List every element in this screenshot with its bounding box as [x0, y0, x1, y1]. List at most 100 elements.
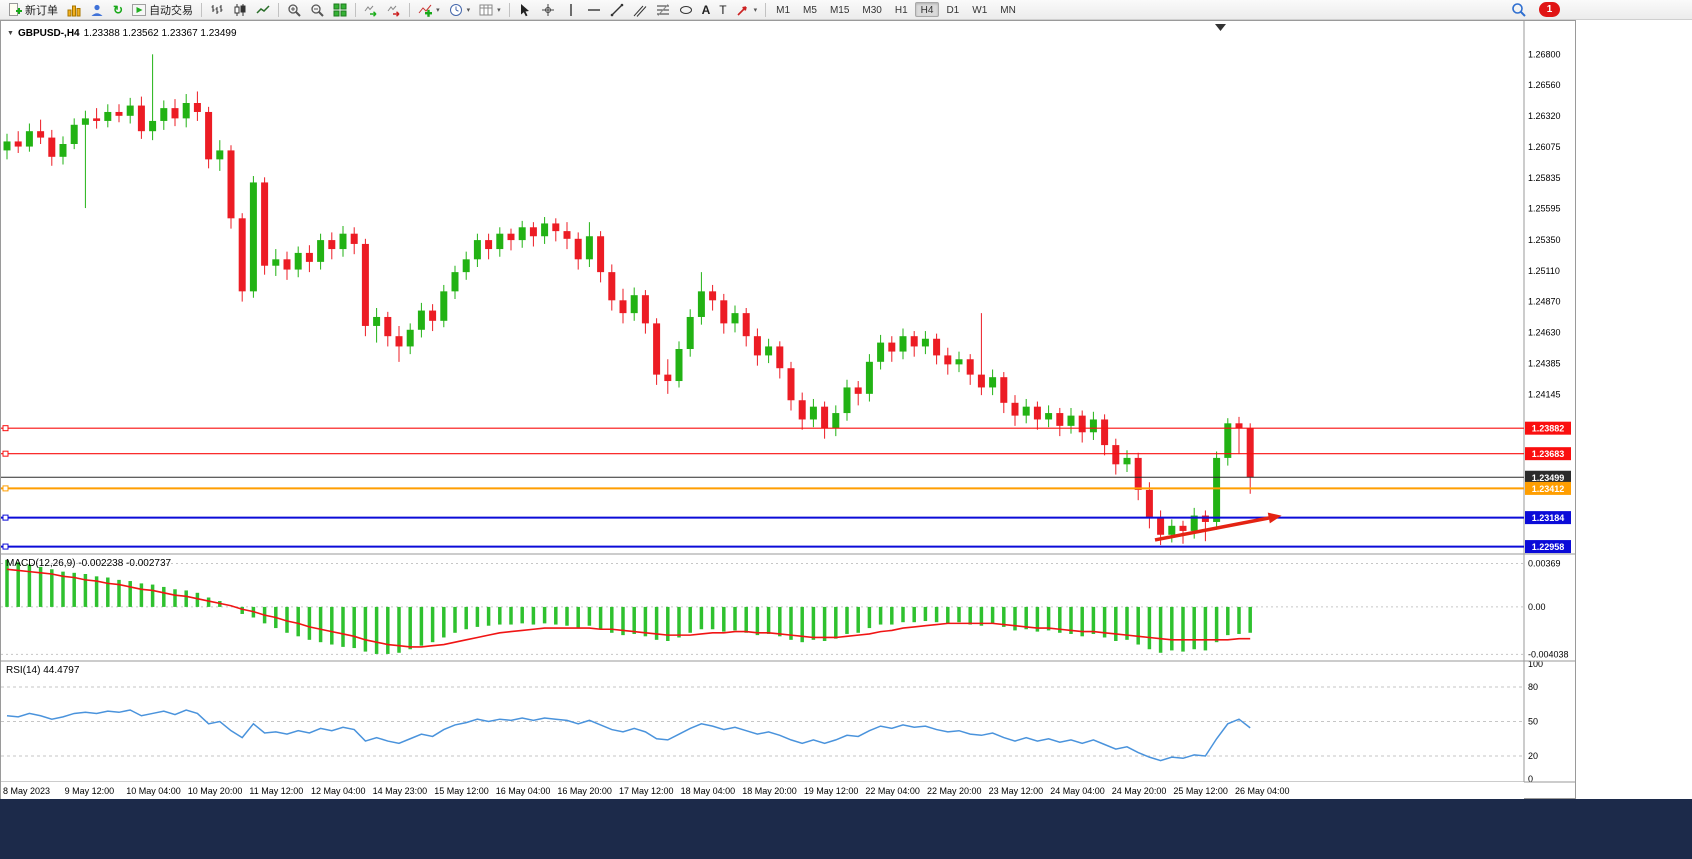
svg-text:0.00: 0.00: [1528, 602, 1546, 612]
zoom-out-button[interactable]: [306, 0, 328, 19]
macd-signal-line: [6, 568, 1251, 648]
fibonacci-tool-button[interactable]: [652, 0, 674, 19]
toolbar-right-group: 1: [1507, 0, 1560, 19]
templates-icon: [479, 3, 493, 17]
charts-window-button[interactable]: [63, 0, 85, 19]
chart-title: ▼ GBPUSD-,H4 1.23388 1.23562 1.23367 1.2…: [7, 28, 237, 39]
macd-layer: 0.00369 0.00 -0.004038: [1, 559, 1569, 659]
autotrading-button[interactable]: 自动交易: [128, 0, 197, 19]
indicators-button[interactable]: ▾: [414, 0, 444, 19]
notifications-badge[interactable]: 1: [1539, 2, 1560, 17]
bar-chart-mode-button[interactable]: [206, 0, 228, 19]
time-axis-label: 10 May 20:00: [187, 786, 243, 796]
symbol-period-label: GBPUSD-,H4: [17, 28, 80, 39]
new-order-button[interactable]: 新订单: [4, 0, 62, 19]
svg-text:0: 0: [1528, 774, 1533, 784]
trendline-icon: [610, 3, 624, 17]
arrow-tool-icon: [736, 3, 750, 17]
profile-button[interactable]: [86, 0, 108, 19]
svg-text:1.25110: 1.25110: [1528, 266, 1560, 276]
refresh-icon: ↻: [113, 2, 124, 17]
svg-text:1.23499: 1.23499: [1532, 473, 1565, 483]
cursor-tool-button[interactable]: [514, 0, 536, 19]
chart-canvas[interactable]: 1.26800 1.26560 1.26320 1.26075 1.25835 1.255…: [1, 21, 1577, 800]
crosshair-tool-button[interactable]: [537, 0, 559, 19]
collapse-caret-icon[interactable]: ▼: [7, 30, 14, 37]
chart-shift-marker: [1215, 24, 1226, 31]
fibonacci-icon: [656, 3, 670, 17]
svg-text:1.24385: 1.24385: [1528, 359, 1561, 369]
shapes-tool-button[interactable]: [675, 0, 697, 19]
line-chart-mode-button[interactable]: [252, 0, 274, 19]
time-axis-label: 24 May 20:00: [1111, 786, 1167, 796]
timeframe-button-d1[interactable]: D1: [940, 2, 965, 17]
time-axis-label: 16 May 20:00: [557, 786, 612, 796]
label-tool-button[interactable]: T: [715, 0, 730, 19]
chart-shift-icon: [387, 3, 401, 17]
time-axis-label: 11 May 12:00: [249, 786, 304, 796]
horizontal-line-tool-button[interactable]: [583, 0, 605, 19]
time-axis-label: 10 May 04:00: [126, 786, 181, 796]
macd-values: -0.002238 -0.002737: [78, 558, 172, 569]
chart-shift-button[interactable]: [383, 0, 405, 19]
svg-text:1.23184: 1.23184: [1532, 513, 1565, 523]
periods-button[interactable]: ▾: [445, 0, 475, 19]
price-tag: [1525, 481, 1571, 495]
chart-window: 1.26800 1.26560 1.26320 1.26075 1.25835 1.255…: [0, 20, 1576, 799]
trendline-tool-button[interactable]: [606, 0, 628, 19]
rsi-layer: 100 80 50 20 0: [1, 659, 1543, 784]
line-chart-icon: [256, 3, 270, 17]
templates-button[interactable]: ▾: [475, 0, 505, 19]
line-handle: [2, 543, 9, 550]
chevron-down-icon: ▾: [436, 6, 440, 14]
refresh-button[interactable]: ↻: [109, 0, 127, 19]
arrows-tool-button[interactable]: ▾: [732, 0, 762, 19]
main-toolbar: 新订单 ↻ 自动交易 ▾ ▾: [0, 0, 1692, 20]
timeframe-button-m30[interactable]: M30: [856, 2, 887, 17]
toolbar-separator: [508, 2, 510, 17]
candlestick-icon: [233, 3, 247, 17]
toolbar-separator: [409, 2, 411, 17]
svg-text:1.23882: 1.23882: [1532, 424, 1565, 434]
arrow-annotation: [1154, 512, 1282, 542]
candles-layer: [3, 54, 1254, 546]
taskbar[interactable]: [0, 799, 1692, 859]
time-axis-label: 19 May 12:00: [803, 786, 859, 796]
tile-windows-button[interactable]: [329, 0, 351, 19]
svg-text:1.25835: 1.25835: [1528, 173, 1561, 183]
timeframe-button-h4[interactable]: H4: [914, 2, 940, 17]
ellipse-icon: [679, 3, 693, 17]
candlestick-mode-button[interactable]: [229, 0, 251, 19]
time-axis-label: 24 May 04:00: [1050, 786, 1105, 796]
timeframe-button-m15[interactable]: M15: [824, 2, 855, 17]
timeframe-button-m5[interactable]: M5: [797, 2, 823, 17]
time-axis-label: 9 May 12:00: [64, 786, 115, 796]
cursor-icon: [518, 3, 532, 17]
vertical-line-tool-button[interactable]: [560, 0, 582, 19]
auto-scroll-button[interactable]: [360, 0, 382, 19]
macd-name: MACD(12,26,9): [6, 558, 76, 569]
zoom-in-icon: [287, 3, 301, 17]
toolbar-separator: [201, 2, 203, 17]
clock-icon: [449, 3, 463, 17]
new-order-label: 新订单: [25, 4, 58, 17]
channel-tool-button[interactable]: [629, 0, 651, 19]
timeframe-button-w1[interactable]: W1: [966, 2, 993, 17]
search-button[interactable]: [1507, 0, 1531, 19]
svg-text:1.22958: 1.22958: [1532, 542, 1565, 552]
ohlc-quotes-label: 1.23388 1.23562 1.23367 1.23499: [83, 28, 237, 39]
time-axis-label: 15 May 12:00: [434, 786, 489, 796]
text-tool-button[interactable]: A: [698, 0, 715, 19]
svg-text:80: 80: [1528, 682, 1538, 692]
time-axis-label: 22 May 20:00: [927, 786, 982, 796]
svg-text:1.26800: 1.26800: [1528, 49, 1561, 59]
timeframe-button-mn[interactable]: MN: [994, 2, 1022, 17]
time-axis[interactable]: 8 May 2023 9 May 12:00 10 May 04:00 10 May …: [1, 782, 1524, 799]
svg-text:1.24630: 1.24630: [1528, 327, 1561, 337]
price-tag: [1525, 470, 1571, 484]
timeframe-button-h1[interactable]: H1: [889, 2, 914, 17]
timeframe-button-m1[interactable]: M1: [770, 2, 796, 17]
svg-text:0.00369: 0.00369: [1528, 559, 1561, 569]
svg-text:1.25595: 1.25595: [1528, 204, 1561, 214]
zoom-in-button[interactable]: [283, 0, 305, 19]
